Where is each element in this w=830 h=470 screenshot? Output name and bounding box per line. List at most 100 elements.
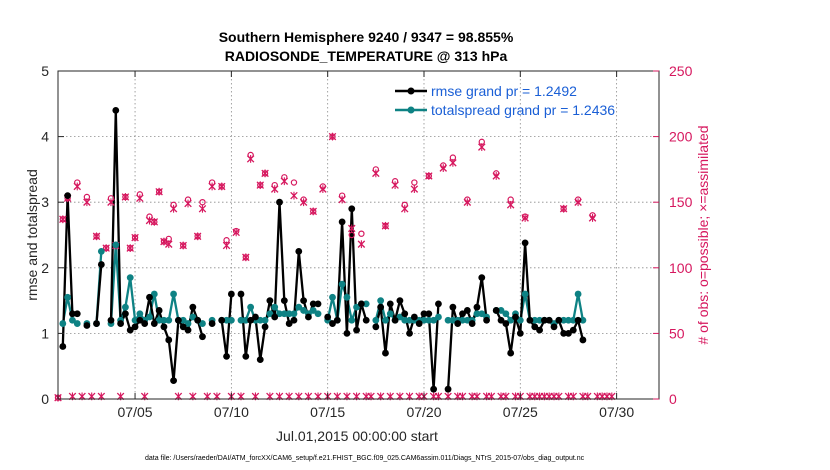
rmse-data-point	[309, 300, 317, 308]
rmse-data-point	[314, 300, 322, 308]
rmse-data-point	[516, 330, 524, 337]
rmse-data-point	[425, 310, 433, 318]
rmse-data-point	[237, 290, 245, 298]
obs-possible-marker	[358, 230, 365, 237]
rmse-data-point	[276, 198, 283, 206]
rmse-data-point	[550, 323, 558, 331]
rmse-data-point	[208, 320, 216, 327]
rmse-data-point	[305, 313, 312, 321]
totalspread-data-point	[227, 316, 235, 324]
x-tick-label: 07/20	[406, 404, 441, 420]
obs-assimilated-marker	[126, 244, 134, 253]
totalspread-data-point	[569, 316, 577, 324]
rmse-data-point	[218, 316, 226, 324]
obs-assimilated-marker	[338, 195, 346, 204]
totalspread-data-point	[165, 316, 173, 324]
x-tick-label: 07/30	[599, 404, 634, 420]
rmse-data-point	[372, 323, 380, 331]
rmse-data-point	[512, 313, 519, 321]
rmse-data-point	[295, 248, 303, 255]
rmse-data-point	[526, 316, 534, 324]
totalspread-data-point	[97, 248, 105, 255]
rmse-data-point	[122, 310, 129, 318]
obs-assimilated-marker	[425, 172, 433, 180]
obs-assimilated-marker	[309, 207, 317, 216]
rmse-data-point	[261, 323, 269, 331]
totalspread-data-point	[521, 290, 529, 298]
rmse-data-point	[69, 310, 76, 318]
totalspread-data-point	[285, 310, 293, 318]
totalspread-data-point	[189, 313, 197, 321]
totalspread-data-point	[242, 316, 250, 324]
totalspread-data-point	[112, 241, 120, 249]
y-tick-label: 5	[41, 63, 49, 79]
rmse-data-point	[150, 320, 158, 327]
y-tick-label: 0	[41, 391, 49, 407]
rmse-data-point	[97, 261, 105, 268]
rmse-data-point	[290, 316, 298, 324]
x-tick-label: 07/25	[503, 404, 538, 420]
obs-assimilated-marker	[59, 215, 67, 224]
rmse-data-point	[131, 323, 139, 331]
rmse-data-point	[189, 303, 197, 311]
rmse-data-point	[338, 218, 346, 226]
totalspread-data-point	[531, 316, 539, 324]
rmse-data-point	[478, 274, 486, 282]
rmse-data-point	[285, 320, 293, 327]
rmse-data-point	[343, 330, 351, 337]
totalspread-data-point	[372, 316, 380, 324]
rmse-data-point	[107, 316, 115, 324]
rmse-data-point	[565, 330, 572, 337]
totalspread-data-point	[338, 280, 346, 288]
rmse-data-point	[83, 322, 91, 329]
rmse-data-point	[444, 385, 452, 393]
y-right-tick-label: 0	[669, 391, 677, 407]
rmse-data-point	[473, 303, 481, 311]
rmse-data-point	[300, 297, 308, 304]
obs-assimilated-marker	[256, 181, 265, 190]
rmse-series-line	[220, 293, 233, 358]
totalspread-data-point	[574, 290, 582, 298]
rmse-series-line	[326, 207, 368, 335]
totalspread-data-point	[329, 293, 336, 301]
series-markers	[59, 106, 587, 393]
obs-count-markers	[54, 132, 616, 402]
rmse-data-point	[165, 336, 173, 344]
rmse-data-point	[271, 313, 279, 321]
obs-assimilated-marker	[290, 191, 298, 200]
totalspread-data-point	[266, 310, 274, 318]
totalspread-data-point	[237, 316, 245, 324]
obs-assimilated-marker	[193, 232, 202, 241]
totalspread-data-point	[406, 316, 413, 324]
grid-lines	[58, 71, 659, 399]
rmse-data-point	[199, 333, 206, 341]
legend-spread-marker	[407, 106, 415, 114]
rmse-data-point	[247, 316, 255, 324]
legend-rmse-label: rmse grand pr = 1.2492	[431, 83, 577, 99]
totalspread-data-point	[280, 310, 288, 318]
rmse-data-point	[174, 316, 182, 324]
obs-assimilated-marker	[150, 217, 159, 226]
obs-assimilated-marker	[492, 172, 500, 180]
rmse-data-point	[415, 320, 423, 327]
obs-possible-marker	[290, 179, 298, 186]
rmse-data-point	[536, 326, 543, 334]
axis-ticks: 07/05 07/10 07/15 07/20 07/25 07/300123450501…	[41, 63, 692, 420]
rmse-series-line	[95, 264, 103, 324]
rmse-series-line	[495, 241, 585, 355]
rmse-series-line	[239, 201, 318, 361]
obs-assimilated-marker	[270, 185, 279, 193]
totalspread-data-point	[396, 313, 404, 321]
rmse-data-point	[136, 316, 144, 324]
rmse-data-point	[396, 297, 404, 304]
obs-possible-marker	[348, 231, 355, 239]
totalspread-data-point	[449, 316, 457, 324]
rmse-data-point	[353, 326, 360, 334]
obs-assimilated-marker	[92, 232, 101, 241]
rmse-data-point	[507, 349, 515, 357]
y-axis-right-label: # of obs: o=possible; ×=assimilated	[695, 125, 711, 344]
totalspread-data-point	[502, 310, 510, 318]
totalspread-data-point	[343, 293, 351, 301]
rmse-data-point	[141, 320, 149, 327]
totalspread-data-point	[295, 303, 303, 311]
